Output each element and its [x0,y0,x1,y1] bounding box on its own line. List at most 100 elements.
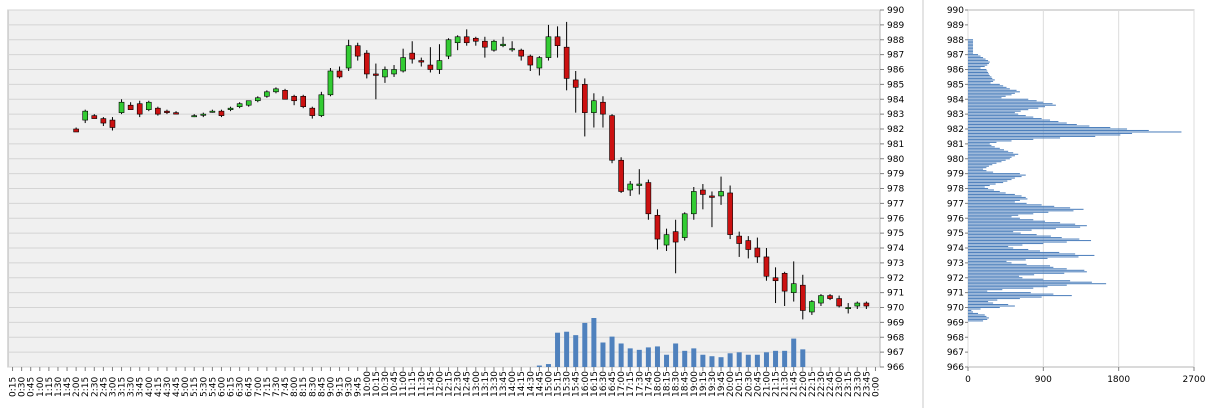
candle-body [627,183,634,191]
candle-body [482,40,488,48]
y-tick-label: 973 [887,259,904,269]
candle-body [827,295,833,299]
x-tick-label: 7:30 [272,377,282,397]
profile-bar [968,231,1014,233]
x-tick-label: 16:15 [590,371,600,397]
profile-bar [968,180,1008,182]
x-tick-label: 21:00 [762,371,772,397]
profile-bar [968,183,996,185]
profile-bar [968,295,1072,297]
x-tick-label: 8:30 [308,377,318,397]
y-tick-label: 968 [887,333,904,343]
profile-bar [968,110,1021,112]
profile-bar [968,225,1087,227]
x-tick-label: 22:15 [808,371,818,397]
x-tick-label: 6:15 [227,377,237,397]
candle-body [118,101,125,113]
profile-bar [968,308,981,310]
profile-bar [968,143,990,145]
candle-body [581,84,588,113]
profile-bar [968,195,1022,197]
y-tick-label: 989 [887,21,904,31]
x-tick-label: 1:45 [63,377,73,397]
x-tick-label: 20:45 [753,371,763,397]
profile-bar [968,259,1026,261]
volume-bar [763,352,769,367]
profile-bar [968,284,1067,286]
candle-body [445,39,452,57]
y-tick-label: 987 [947,51,964,61]
x-tick-label: 5:00 [181,377,191,397]
profile-bar [968,277,1023,279]
volume-bar [691,348,697,367]
profile-bar [968,311,974,313]
x-tick-label: 1:30 [54,377,64,397]
profile-bar [968,216,1012,218]
x-tick-label: 2700 [1183,375,1206,385]
profile-bar [968,121,1059,123]
y-tick-label: 969 [887,318,904,328]
profile-bar [968,287,1034,289]
x-tick-label: 13:00 [472,371,482,397]
profile-bar [968,101,1044,103]
candle-body [700,189,706,195]
candle-body [436,60,443,70]
volume-bar [609,336,615,367]
profile-bar [968,158,1010,160]
profile-bar [968,314,985,316]
profile-bar [968,137,1061,139]
x-tick-label: 5:30 [199,377,209,397]
volume-bar [591,318,597,367]
candle-body [527,55,534,66]
profile-bar [968,205,1055,207]
volume-bar [709,356,715,367]
x-tick-label: 16:45 [608,371,618,397]
x-tick-label: 15:00 [544,371,554,397]
x-tick-label: 18:45 [681,371,691,397]
candle-body [273,88,279,93]
profile-bar [968,202,1027,204]
y-tick-label: 986 [947,66,964,76]
profile-bar [968,275,1020,277]
y-tick-label: 976 [887,214,904,224]
x-tick-label: 4:15 [154,377,164,397]
profile-bar [968,66,985,68]
candle-body [618,159,624,192]
profile-bar [968,254,1095,256]
x-tick-label: 23:30 [853,371,863,397]
candle-body [663,234,670,246]
candle-body [681,213,688,238]
profile-bar [968,140,1012,142]
profile-bar [968,223,1076,225]
x-tick-label: 14:15 [517,371,527,397]
volume-bar [645,347,651,367]
y-tick-label: 985 [947,80,964,90]
profile-bar [968,67,981,69]
profile-bar [968,214,1019,216]
x-tick-label: 21:30 [781,371,791,397]
x-tick-label: 10:00 [363,371,373,397]
x-tick-label: 12:00 [435,371,445,397]
x-tick-label: 9:45 [354,377,364,397]
profile-bar [968,292,1031,294]
x-tick-label: 17:45 [644,371,654,397]
profile-bar [968,219,1034,221]
profile-bar [968,298,1020,300]
candle-body [709,195,715,198]
x-tick-label: 5:45 [208,377,218,397]
candle-body [82,110,89,121]
profile-bar [968,217,1020,219]
profile-bar [968,85,1004,87]
profile-bar [968,171,994,173]
x-tick-label: 7:00 [254,377,264,397]
volume-bar [673,343,679,367]
profile-bar [968,199,1020,201]
profile-bar [968,192,1006,194]
candle-body [291,95,297,102]
profile-bar [968,164,993,166]
profile-bar [968,193,1015,195]
y-tick-label: 990 [887,6,904,16]
y-tick-label: 972 [887,274,904,284]
x-tick-label: 22:45 [826,371,836,397]
